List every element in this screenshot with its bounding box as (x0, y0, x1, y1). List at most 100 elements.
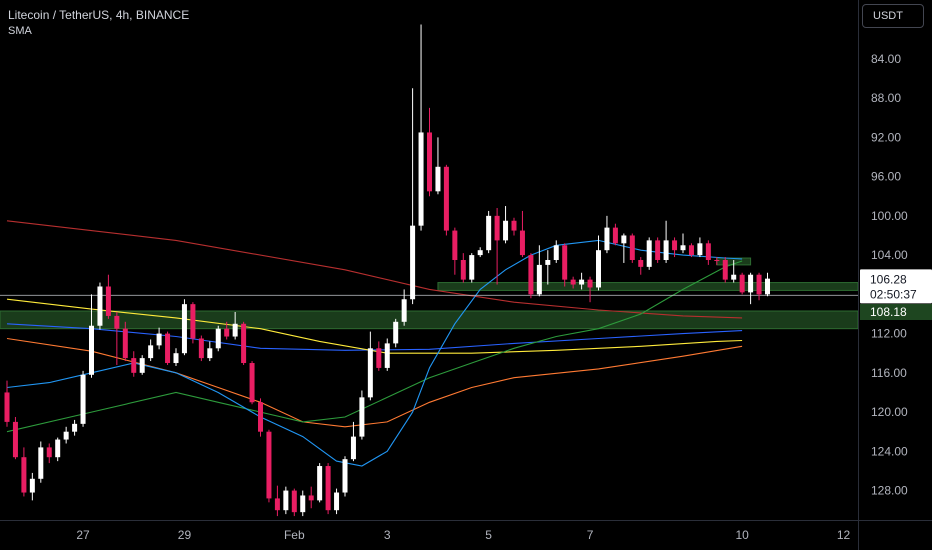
candle-body[interactable] (765, 278, 770, 295)
candle-body[interactable] (705, 243, 711, 260)
candle-body[interactable] (376, 348, 382, 368)
candle-body[interactable] (190, 304, 196, 339)
candle-body[interactable] (232, 323, 238, 337)
indicator-label[interactable]: SMA (8, 25, 32, 37)
candle-body[interactable] (494, 215, 500, 241)
candle-body[interactable] (308, 495, 314, 501)
candle-body[interactable] (469, 255, 475, 280)
y-tick-label: 88.00 (871, 91, 901, 105)
candle-body[interactable] (680, 245, 686, 251)
candle-body[interactable] (401, 299, 407, 322)
candle-body[interactable] (4, 392, 10, 422)
candle-body[interactable] (181, 304, 187, 354)
candle-body[interactable] (300, 495, 306, 513)
candle-body[interactable] (122, 328, 128, 359)
candle-body[interactable] (46, 447, 52, 458)
symbol-title: Litecoin / TetherUS, 4h, BINANCE (8, 8, 190, 22)
candle-body[interactable] (596, 250, 601, 288)
candle-body[interactable] (156, 333, 162, 346)
candle-body[interactable] (418, 132, 424, 226)
candle-body[interactable] (503, 220, 509, 241)
candle-body[interactable] (688, 245, 694, 256)
candle-body[interactable] (224, 328, 230, 337)
candle-body[interactable] (629, 235, 635, 260)
candle-body[interactable] (519, 230, 525, 256)
candle-body[interactable] (283, 490, 289, 511)
candle-body[interactable] (367, 348, 373, 398)
candle-body[interactable] (663, 240, 669, 260)
candle-body[interactable] (587, 279, 593, 288)
candle-body[interactable] (545, 260, 551, 265)
candle-body[interactable] (756, 274, 762, 295)
candle-body[interactable] (443, 166, 449, 231)
candle-body[interactable] (621, 235, 627, 244)
support-zone[interactable] (437, 282, 859, 291)
candle-body[interactable] (579, 279, 585, 285)
candle-body[interactable] (207, 348, 213, 359)
candle-body[interactable] (173, 353, 179, 364)
candle-body[interactable] (562, 245, 568, 280)
candle-body[interactable] (148, 345, 154, 359)
candle-body[interactable] (241, 323, 247, 364)
candle-body[interactable] (486, 215, 492, 251)
candle-body[interactable] (460, 260, 466, 280)
candle-body[interactable] (646, 240, 652, 267)
candle-body[interactable] (553, 245, 559, 260)
candle-body[interactable] (638, 260, 644, 267)
candle-body[interactable] (97, 286, 103, 326)
candle-body[interactable] (249, 363, 255, 403)
candle-body[interactable] (105, 286, 111, 316)
candle-body[interactable] (89, 325, 94, 375)
candle-body[interactable] (72, 423, 78, 432)
candle-body[interactable] (452, 230, 458, 260)
candle-body[interactable] (317, 466, 323, 501)
candle-body[interactable] (139, 358, 145, 373)
candle-body[interactable] (12, 421, 18, 458)
candle-body[interactable] (655, 240, 661, 260)
candle-body[interactable] (55, 439, 61, 458)
candle-body[interactable] (384, 343, 390, 368)
candle-body[interactable] (350, 436, 356, 460)
candle-body[interactable] (215, 328, 221, 349)
candle-body[interactable] (697, 243, 703, 256)
candle-body[interactable] (511, 220, 517, 231)
candle-body[interactable] (258, 402, 263, 432)
candle-body[interactable] (291, 490, 297, 513)
candle-body[interactable] (477, 250, 483, 256)
candle-body[interactable] (266, 431, 272, 499)
candle-body[interactable] (274, 498, 280, 511)
candle-body[interactable] (722, 260, 728, 280)
candle-body[interactable] (29, 478, 35, 493)
candle-body[interactable] (427, 132, 432, 192)
candle-body[interactable] (731, 274, 737, 280)
candle-body[interactable] (131, 358, 137, 373)
candle-body[interactable] (536, 264, 542, 295)
candle-body[interactable] (334, 492, 340, 511)
candle-body[interactable] (21, 457, 27, 493)
candle-body[interactable] (672, 240, 678, 251)
zone-price-value: 108.18 (870, 305, 907, 319)
x-tick-label: 27 (76, 528, 90, 542)
candle-body[interactable] (114, 315, 120, 329)
candle-body[interactable] (342, 459, 348, 493)
candle-body[interactable] (198, 338, 204, 359)
candle-body[interactable] (570, 279, 576, 285)
candle-body[interactable] (38, 447, 44, 479)
candle-body[interactable] (63, 431, 69, 440)
candle-body[interactable] (410, 225, 416, 300)
candle-body[interactable] (748, 274, 754, 293)
candle-body[interactable] (325, 466, 331, 511)
candle-body[interactable] (393, 321, 399, 344)
candle-body[interactable] (165, 333, 171, 364)
candle-body[interactable] (604, 227, 610, 251)
candle-body[interactable] (359, 397, 365, 437)
candle-body[interactable] (528, 255, 534, 295)
support-zone[interactable] (0, 310, 859, 330)
candle-body[interactable] (612, 227, 618, 244)
candle-body[interactable] (714, 260, 720, 261)
candle-body[interactable] (435, 166, 441, 192)
candle-body[interactable] (80, 374, 86, 424)
currency-button[interactable]: USDT (862, 4, 924, 28)
candle-body[interactable] (739, 274, 745, 293)
